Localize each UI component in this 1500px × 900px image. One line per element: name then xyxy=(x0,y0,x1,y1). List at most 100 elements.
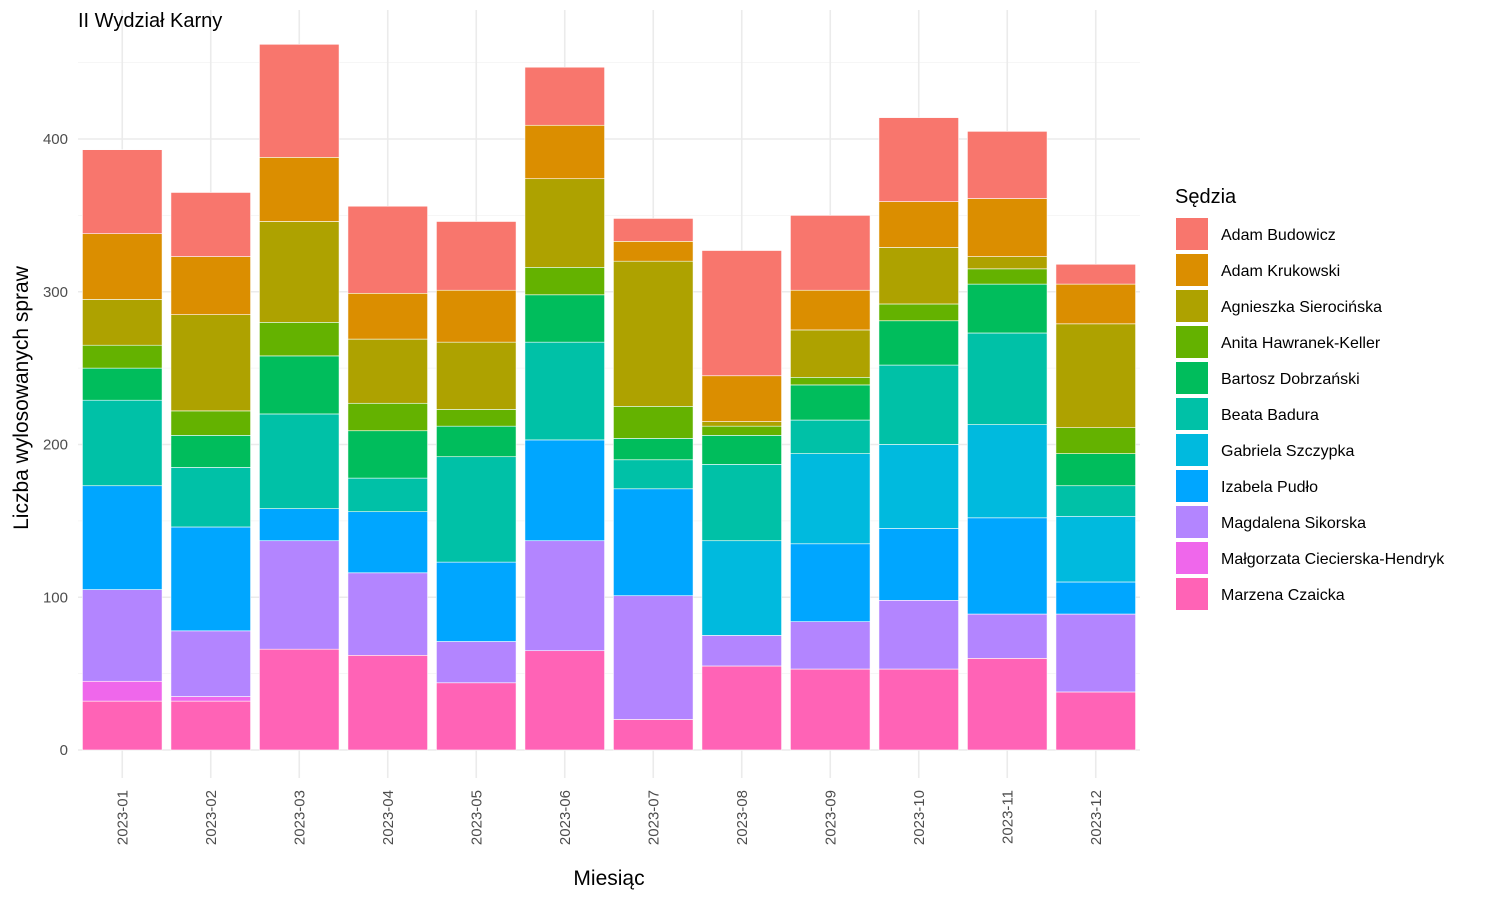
bar-segment xyxy=(967,613,1048,659)
bar-segment xyxy=(701,540,782,636)
bar-segment xyxy=(259,413,340,509)
legend-label: Marzena Czaicka xyxy=(1221,587,1345,604)
chart-title: II Wydział Karny xyxy=(78,10,222,32)
legend-swatch xyxy=(1176,470,1208,502)
bar-segment xyxy=(701,250,782,377)
bar-segment xyxy=(967,424,1048,519)
bar-segment xyxy=(170,410,251,436)
bar-segment xyxy=(967,283,1048,334)
bar-segment xyxy=(347,402,428,432)
bar-segment xyxy=(878,320,959,366)
bar-segment xyxy=(1055,613,1136,693)
y-axis-ticks: 0 100 200 300 400 xyxy=(43,131,68,759)
y-tick-label: 100 xyxy=(43,589,68,606)
legend-swatch xyxy=(1176,506,1208,538)
bar-segment xyxy=(82,233,163,300)
bar-segment xyxy=(613,595,694,720)
bar-segment xyxy=(878,444,959,529)
bar-segment xyxy=(878,247,959,305)
bar-segment xyxy=(347,511,428,574)
bar-segment xyxy=(524,341,605,441)
bar-segment xyxy=(82,149,163,235)
legend-title: Sędzia xyxy=(1175,186,1237,208)
bar-segment xyxy=(259,157,340,222)
bar-segment xyxy=(436,409,517,427)
bar-segment xyxy=(524,124,605,180)
bar-segment xyxy=(170,526,251,632)
bar-segment xyxy=(436,561,517,642)
legend-swatch xyxy=(1176,254,1208,286)
bar-segment xyxy=(701,421,782,427)
x-tick-label: 2023-03 xyxy=(291,790,308,845)
bar-segment xyxy=(347,654,428,751)
bar-segment xyxy=(170,435,251,468)
bar-segment xyxy=(259,508,340,542)
bar-segment xyxy=(259,540,340,650)
bar-segment xyxy=(82,680,163,702)
bar-segment xyxy=(436,289,517,343)
bar-segment xyxy=(170,256,251,315)
bar-segment xyxy=(1055,283,1136,325)
bar-segment xyxy=(790,329,871,378)
bar-segment xyxy=(613,218,694,242)
bar-segment xyxy=(878,528,959,601)
legend-label: Bartosz Dobrzański xyxy=(1221,371,1360,388)
x-tick-label: 2023-12 xyxy=(1088,790,1105,845)
legend-label: Magdalena Sikorska xyxy=(1221,515,1366,532)
bar-segment xyxy=(790,668,871,751)
bar-segment xyxy=(259,43,340,158)
bar-segment xyxy=(170,467,251,528)
bar-segment xyxy=(259,355,340,415)
bar-segment xyxy=(878,668,959,751)
bar-segment xyxy=(170,192,251,257)
bar-segment xyxy=(1055,691,1136,751)
x-tick-label: 2023-10 xyxy=(911,790,928,845)
x-tick-label: 2023-06 xyxy=(557,790,574,845)
bar-segment xyxy=(436,221,517,291)
legend-swatch xyxy=(1176,434,1208,466)
bar-segment xyxy=(170,630,251,697)
bar-segment xyxy=(701,375,782,422)
y-tick-label: 400 xyxy=(43,131,68,148)
bar-segment xyxy=(259,648,340,751)
bar-segment xyxy=(1055,485,1136,517)
legend-swatch xyxy=(1176,398,1208,430)
bar-segment xyxy=(613,260,694,407)
bar-segment xyxy=(347,430,428,479)
bar-segment xyxy=(1055,427,1136,454)
bar-segment xyxy=(347,572,428,656)
bar-segment xyxy=(790,215,871,291)
x-tick-label: 2023-02 xyxy=(203,790,220,845)
bar-segment xyxy=(790,419,871,454)
bar-segment xyxy=(436,341,517,410)
legend: Sędzia Adam Budowicz Adam Krukowski Agnies… xyxy=(1175,186,1445,610)
bar-segment xyxy=(613,406,694,439)
bar-segment xyxy=(170,314,251,412)
bar-segment xyxy=(613,459,694,490)
bar-segment xyxy=(790,543,871,622)
x-tick-label: 2023-08 xyxy=(734,790,751,845)
bar-segment xyxy=(82,589,163,682)
x-tick-label: 2023-09 xyxy=(822,790,839,845)
y-tick-label: 0 xyxy=(60,742,68,759)
x-axis-ticks: 2023-01 2023-02 2023-03 2023-04 2023-05 2023-… xyxy=(114,790,1105,845)
bar-segment xyxy=(967,131,1048,199)
bar-segment xyxy=(613,488,694,597)
y-axis-title: Liczba wylosowanych spraw xyxy=(10,265,33,530)
legend-swatch xyxy=(1176,578,1208,610)
bar-segment xyxy=(524,439,605,542)
bar-segment xyxy=(967,268,1048,285)
legend-label: Adam Budowicz xyxy=(1221,227,1336,244)
legend-label: Beata Badura xyxy=(1221,407,1319,424)
legend-swatch xyxy=(1176,542,1208,574)
bar-segment xyxy=(878,600,959,670)
x-tick-label: 2023-05 xyxy=(468,790,485,845)
bar-segment xyxy=(790,384,871,421)
bar-segment xyxy=(967,198,1048,257)
bar-segment xyxy=(1055,453,1136,487)
bar-segment xyxy=(524,650,605,751)
bar-segment xyxy=(524,66,605,126)
y-tick-label: 300 xyxy=(43,284,68,301)
legend-swatch xyxy=(1176,326,1208,358)
bar-segment xyxy=(613,241,694,262)
